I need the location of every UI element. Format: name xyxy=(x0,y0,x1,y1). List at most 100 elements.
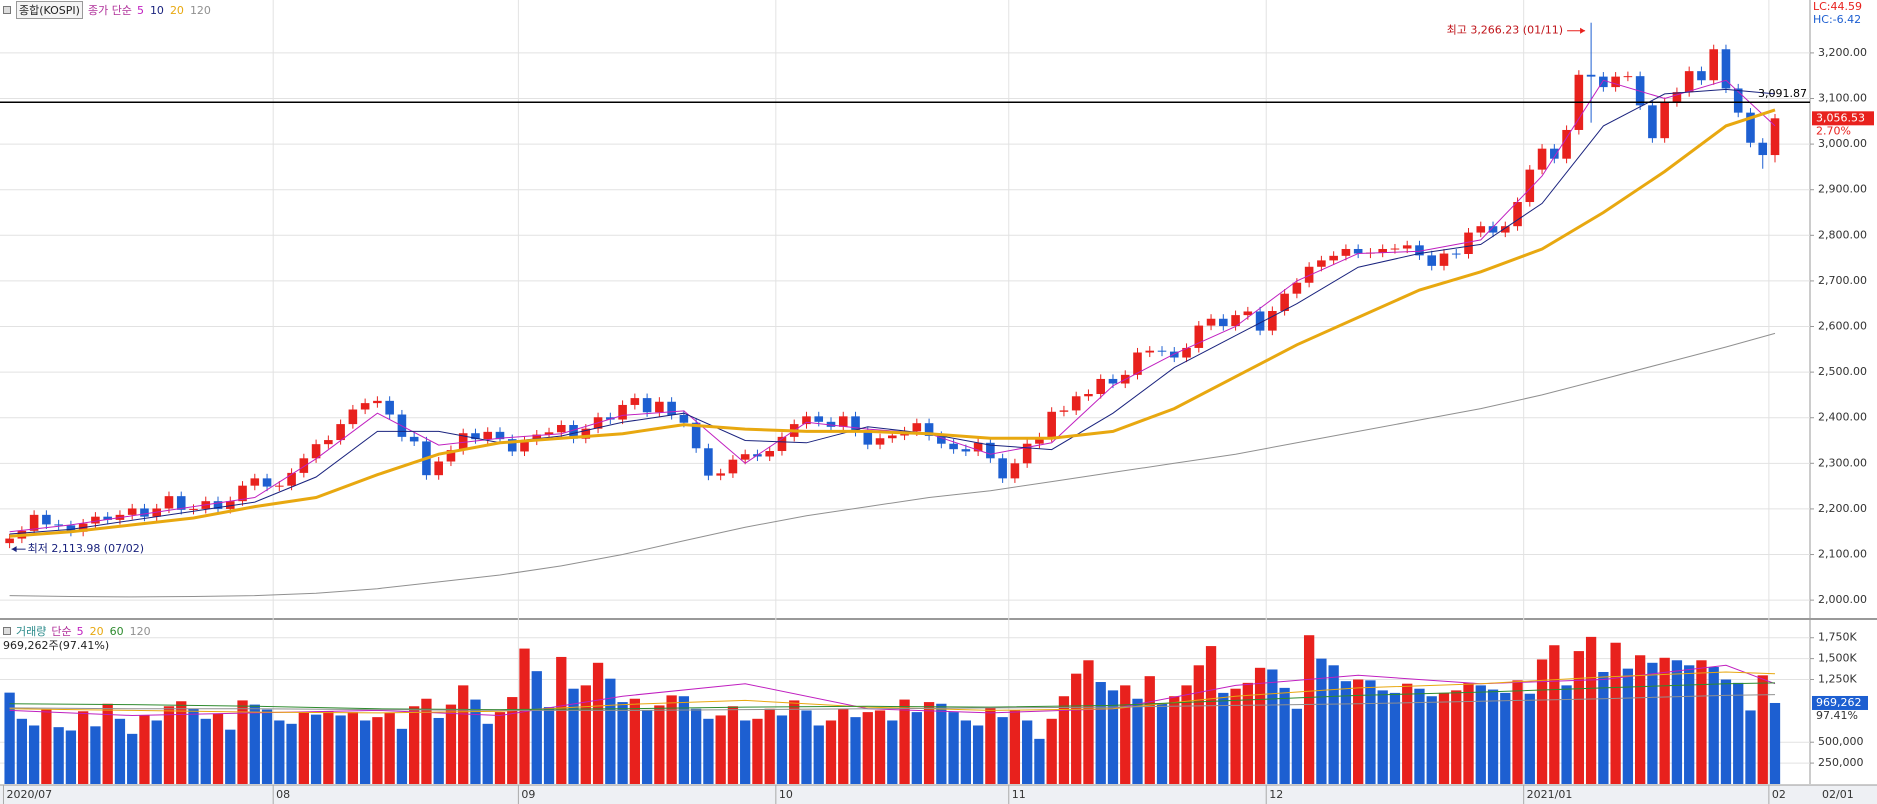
candle-body xyxy=(520,440,529,452)
volume-bar xyxy=(519,648,530,784)
volume-bar xyxy=(948,712,959,784)
volume-bar xyxy=(1340,681,1352,784)
candle-body xyxy=(483,431,493,440)
volume-bar xyxy=(1058,696,1070,784)
candle-body xyxy=(532,434,542,441)
candle-body xyxy=(54,524,63,526)
volume-bar xyxy=(1720,679,1732,784)
volume-title: 거래량 xyxy=(16,625,47,638)
candle-body xyxy=(1537,148,1547,170)
candle-body xyxy=(1047,411,1056,438)
candle-body xyxy=(1071,396,1081,411)
volume-bar xyxy=(151,720,162,784)
volume-bar xyxy=(776,715,788,784)
volume-last-change: 97.41% xyxy=(1816,709,1858,722)
candle-body xyxy=(1084,394,1093,397)
volume-bar xyxy=(347,712,359,784)
volume-bar xyxy=(409,706,420,784)
candle-body xyxy=(1022,443,1032,464)
volume-bar xyxy=(1414,688,1425,784)
candle-body xyxy=(1500,226,1510,233)
reference-label: 3,091.87 xyxy=(1758,87,1807,100)
last-price-change: 2.70% xyxy=(1816,124,1851,137)
volume-bar xyxy=(1132,698,1143,784)
candle-body xyxy=(1255,311,1265,331)
candle-body xyxy=(471,433,480,440)
price-legend: 종합(KOSPI) 종가 단순 5 10 20 120 xyxy=(3,1,211,19)
ma-legend-item: 5 xyxy=(136,3,144,17)
volume-bar xyxy=(102,703,113,784)
candle-body xyxy=(287,472,296,486)
volume-bar xyxy=(690,708,702,784)
volume-bar xyxy=(1585,636,1597,784)
candle-body xyxy=(1108,378,1118,384)
y-tick-label: 3,200.00 xyxy=(1818,46,1867,59)
volume-bar xyxy=(666,695,677,784)
volume-bar xyxy=(1573,651,1584,784)
candle-body xyxy=(1464,232,1473,255)
y-tick-label: 2,400.00 xyxy=(1818,411,1867,424)
volume-bar xyxy=(127,733,138,784)
volume-bar xyxy=(813,725,824,784)
candle-body xyxy=(1427,255,1437,266)
candle-body xyxy=(446,450,456,462)
ma-legend: 5 10 20 120 xyxy=(137,4,211,17)
volume-bar xyxy=(1046,718,1057,784)
volume-last-box xyxy=(1812,695,1868,710)
y-tick-label: 1,250K xyxy=(1818,673,1857,686)
volume-bar xyxy=(1230,688,1241,784)
ma-legend-label: 종가 단순 xyxy=(87,4,132,17)
volume-bar xyxy=(1365,680,1376,784)
candle-body xyxy=(1586,74,1596,77)
candle-body xyxy=(618,404,627,420)
candle-body xyxy=(103,516,112,520)
ma-legend-item: 5 xyxy=(76,624,84,638)
volume-bar xyxy=(850,717,861,784)
candle-body xyxy=(1145,350,1155,353)
volume-bar xyxy=(458,685,469,784)
ma-legend-item: 120 xyxy=(129,624,151,638)
y-tick-label: 2,600.00 xyxy=(1818,320,1867,333)
candle-body xyxy=(802,416,811,425)
candle-body xyxy=(66,525,76,532)
candle-body xyxy=(998,458,1007,479)
candle-body xyxy=(642,398,652,413)
volume-bar xyxy=(1487,689,1499,784)
volume-bar xyxy=(200,718,211,784)
x-tick-label: 02 xyxy=(1772,788,1786,801)
volume-bar xyxy=(641,710,653,784)
candle-body xyxy=(1292,282,1302,294)
volume-bar xyxy=(1757,675,1768,784)
volume-bar xyxy=(568,688,579,784)
volume-bar xyxy=(188,708,199,784)
volume-bar xyxy=(862,712,873,784)
y-tick-label: 2,700.00 xyxy=(1818,274,1867,287)
volume-bar xyxy=(298,712,309,784)
volume-bar xyxy=(1512,680,1523,784)
candle-body xyxy=(1206,318,1216,326)
moving-average-line xyxy=(9,332,1776,598)
candle-body xyxy=(127,508,137,515)
volume-bar xyxy=(531,671,542,784)
candle-body xyxy=(606,417,615,420)
candle-body xyxy=(704,448,713,476)
candle-body xyxy=(716,473,725,476)
volume-bar xyxy=(1009,710,1021,784)
candle-body xyxy=(581,428,591,439)
x-tick-label: 12 xyxy=(1269,788,1283,801)
volume-bar xyxy=(1144,676,1155,784)
candle-body xyxy=(91,516,100,524)
candle-body xyxy=(875,438,885,445)
candle-body xyxy=(1451,253,1461,255)
moving-average-line xyxy=(9,108,1776,538)
candle-body xyxy=(1648,105,1657,139)
high-arrow-head xyxy=(1580,27,1586,34)
volume-bar xyxy=(1634,655,1646,784)
candle-body xyxy=(176,496,186,510)
ma-legend-label: 단순 xyxy=(51,625,72,638)
candle-body xyxy=(1341,248,1351,256)
candle-body xyxy=(1194,325,1204,348)
candle-body xyxy=(1746,112,1755,143)
candle-body xyxy=(1096,378,1106,395)
